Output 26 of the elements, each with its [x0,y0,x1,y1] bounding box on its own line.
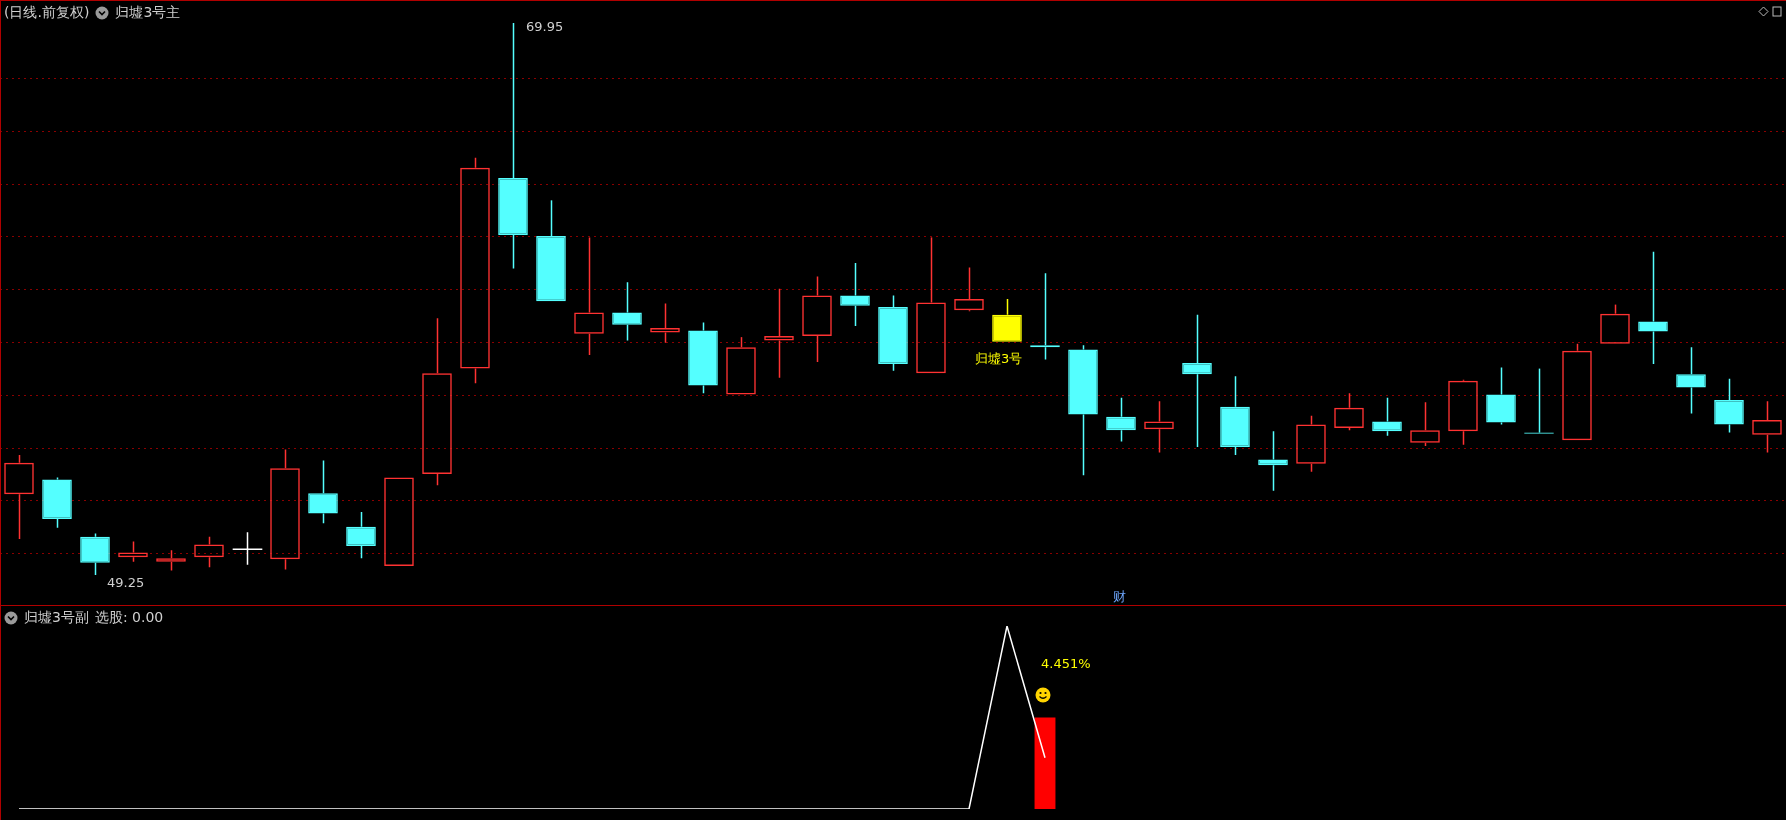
candlestick [1068,344,1098,477]
candlestick [1182,313,1212,448]
candlestick [1676,346,1706,415]
candlestick [612,281,642,342]
candlestick [1486,366,1516,426]
text: 财 [1112,588,1127,606]
chart-title: 归墟3号副 [24,609,89,627]
candlestick [840,262,870,327]
candlestick [1220,375,1250,456]
candlestick [498,22,528,270]
annotation: 69.95 [525,19,565,34]
chart-subtitle: 归墟3号主 [115,4,181,22]
candlestick [1372,396,1402,437]
chart-title: (日线.前复权) [4,4,90,22]
candlestick [1638,251,1668,365]
text: 选股: 0.00 [94,609,164,627]
annotation: 归墟3号 [974,350,1024,368]
annotation: 49.25 [106,575,146,590]
candlestick [1258,430,1288,492]
candlestick [1106,396,1136,443]
annotation: 4.451% [1040,656,1092,671]
candlestick [346,511,376,559]
candlestick [308,459,338,525]
candlestick [1714,377,1744,434]
candlestick [878,294,908,372]
candlestick [536,199,566,302]
